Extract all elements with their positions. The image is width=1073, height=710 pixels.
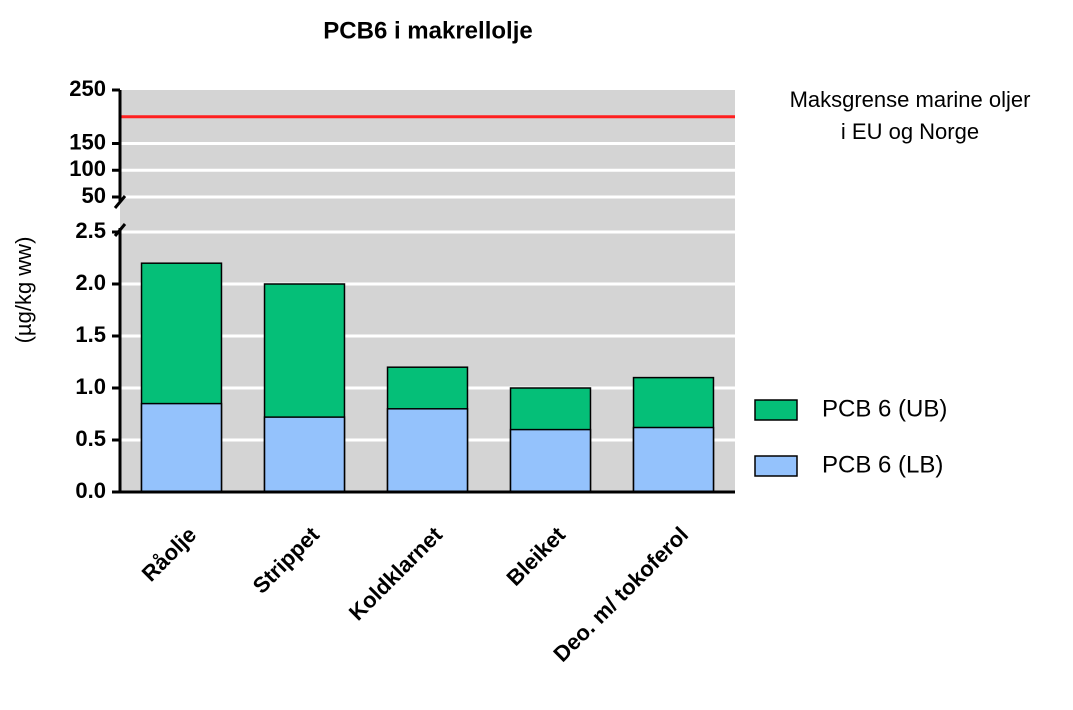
bar [509,428,592,493]
y-tick-label: 1.0 [75,374,106,399]
y-tick-label: 100 [69,156,106,181]
bar [386,408,469,493]
legend-swatch [754,399,798,421]
y-axis-label: (µg/kg ww) [11,237,36,344]
x-tick-label: Råolje [137,522,201,586]
y-tick-label: 0.5 [75,426,106,451]
y-tick-label: 50 [82,183,106,208]
bar [140,402,223,493]
x-tick-label: Koldklarnet [344,521,448,625]
x-tick-label: Strippet [248,522,325,599]
x-tick-label: Bleiket [501,521,570,590]
axis-break [113,223,127,237]
y-tick-label: 250 [69,76,106,101]
chart-title: PCB6 i makrellolje [323,17,532,44]
y-tick-label: 0.0 [75,478,106,503]
bar [263,416,346,493]
axis-break [113,195,127,209]
y-tick-label: 2.0 [75,270,106,295]
y-tick-label: 1.5 [75,322,106,347]
reference-label: Maksgrense marine oljer [790,87,1031,112]
legend-label: PCB 6 (LB) [822,451,943,478]
y-tick-label: 150 [69,129,106,154]
y-tick-label: 2.5 [75,218,106,243]
legend-swatch [754,455,798,477]
x-tick-label: Deo. m/ tokoferol [548,522,693,667]
legend-label: PCB 6 (UB) [822,395,947,422]
bar [632,426,715,493]
reference-label: i EU og Norge [841,119,979,144]
